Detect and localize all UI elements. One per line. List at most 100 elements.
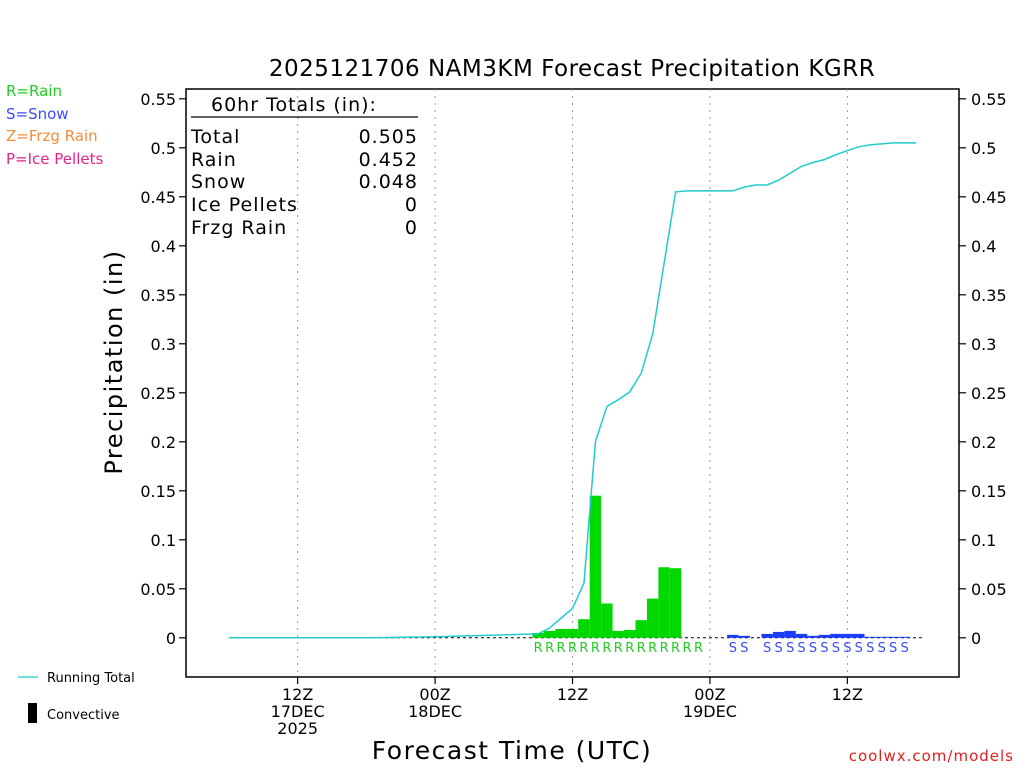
x-tick-label: 12Z <box>557 685 588 704</box>
snow-marker: S <box>878 641 886 656</box>
rain-marker: R <box>602 641 611 656</box>
snow-bar <box>772 631 785 638</box>
y-tick-label-right: 0.5 <box>971 139 996 158</box>
snow-bar <box>841 633 854 638</box>
totals-label-total: Total <box>190 126 240 148</box>
totals-label-rain: Rain <box>191 149 237 171</box>
x-tick-label: 00Z <box>419 685 450 704</box>
snow-bar <box>795 633 808 638</box>
snow-marker: S <box>786 641 794 656</box>
totals-value-total: 0.505 <box>359 126 418 148</box>
running-total-label: Running Total <box>47 671 135 686</box>
snow-marker: S <box>729 641 737 656</box>
rain-bar <box>589 495 602 638</box>
rain-marker: R <box>625 641 634 656</box>
rain-bar <box>566 628 579 638</box>
totals-value-rain: 0.452 <box>359 149 418 171</box>
x-tick-label: 19DEC <box>683 702 737 721</box>
x-tick-label: 17DEC <box>271 702 325 721</box>
y-tick-label-right: 0.35 <box>971 286 1007 305</box>
totals-label-ice-pellets: Ice Pellets <box>191 194 298 216</box>
snow-bar <box>738 635 751 638</box>
totals-box: 60hr Totals (in): Total 0.505 Rain 0.452… <box>190 94 418 239</box>
snow-bar <box>875 636 888 638</box>
snow-marker: S <box>843 641 851 656</box>
rain-marker: R <box>671 641 680 656</box>
snow-bar <box>864 636 876 638</box>
y-tick-label-left: 0.5 <box>151 139 176 158</box>
snow-marker: S <box>763 641 771 656</box>
snow-bar <box>853 633 865 638</box>
snow-marker: S <box>889 641 897 656</box>
totals-value-ice-pellets: 0 <box>405 194 418 216</box>
y-tick-label-right: 0.25 <box>971 384 1007 403</box>
rain-bar <box>624 629 636 638</box>
y-tick-label-left: 0.1 <box>151 531 176 550</box>
y-axis-label: Precipitation (in) <box>100 249 128 474</box>
snow-marker: S <box>832 641 840 656</box>
rain-marker: R <box>591 641 600 656</box>
rain-marker: R <box>534 641 543 656</box>
rain-marker: R <box>660 641 669 656</box>
rain-bar <box>601 603 613 638</box>
rain-marker: R <box>614 641 623 656</box>
rain-bar <box>612 630 625 638</box>
rain-marker: R <box>648 641 657 656</box>
rain-bar <box>555 628 567 638</box>
totals-value-frzg-rain: 0 <box>405 217 418 239</box>
snow-marker: S <box>900 641 908 656</box>
snow-marker: S <box>740 641 748 656</box>
credit-text: coolwx.com/models <box>849 747 1014 765</box>
legend-frzg-rain: Z=Frzg Rain <box>6 127 98 145</box>
rain-marker: R <box>637 641 646 656</box>
rain-bar <box>658 567 670 638</box>
y-tick-label-right: 0.3 <box>971 335 996 354</box>
y-tick-label-right: 0.4 <box>971 237 996 256</box>
snow-bar <box>807 635 819 638</box>
line-legend: Running Total Convective <box>18 671 135 723</box>
snow-bar <box>830 633 842 638</box>
y-tick-label-left: 0.35 <box>140 286 176 305</box>
rain-marker: R <box>568 641 577 656</box>
rain-bar <box>669 568 682 638</box>
legend-ice-pellets: P=Ice Pellets <box>6 150 103 168</box>
chart-title: 2025121706 NAM3KM Forecast Precipitation… <box>269 56 875 82</box>
y-tick-label-right: 0.55 <box>971 90 1007 109</box>
totals-value-snow: 0.048 <box>359 171 418 193</box>
y-tick-label-right: 0.15 <box>971 482 1007 501</box>
rain-marker: R <box>579 641 588 656</box>
rain-bar <box>635 620 647 638</box>
snow-bar <box>898 636 911 638</box>
y-tick-label-left: 0.05 <box>140 580 176 599</box>
rain-marker: R <box>682 641 691 656</box>
snow-bar <box>761 633 773 638</box>
convective-swatch <box>28 703 37 723</box>
legend-rain: R=Rain <box>6 82 62 100</box>
rain-bar <box>532 632 544 638</box>
x-tick-label: 12Z <box>832 685 863 704</box>
snow-bar <box>727 634 739 638</box>
snow-bar <box>784 630 796 638</box>
totals-header: 60hr Totals (in): <box>211 94 377 116</box>
x-tick-label: 00Z <box>694 685 725 704</box>
x-tick-label: 2025 <box>277 719 318 738</box>
x-axis-label: Forecast Time (UTC) <box>372 736 652 765</box>
rain-bar <box>578 619 590 638</box>
type-legend: R=Rain S=Snow Z=Frzg Rain P=Ice Pellets <box>6 82 103 168</box>
y-tick-label-left: 0.3 <box>151 335 176 354</box>
y-axis-left: 0 0.05 0.1 0.15 0.2 0.25 0.3 0.35 0.4 0.45 0.5 0.55 <box>140 90 186 648</box>
precip-bars <box>532 495 911 638</box>
rain-bar <box>543 630 556 638</box>
snow-bar <box>887 636 899 638</box>
y-tick-label-left: 0.4 <box>151 237 176 256</box>
y-tick-label-left: 0.25 <box>140 384 176 403</box>
snow-marker: S <box>855 641 863 656</box>
rain-marker: R <box>545 641 554 656</box>
snow-marker: S <box>820 641 828 656</box>
snow-bar <box>818 634 831 638</box>
y-axis-right: 0 0.05 0.1 0.15 0.2 0.25 0.3 0.35 0.4 0.45 0.5 0.55 <box>959 90 1007 648</box>
y-tick-label-left: 0 <box>166 629 176 648</box>
y-tick-label-left: 0.55 <box>140 90 176 109</box>
